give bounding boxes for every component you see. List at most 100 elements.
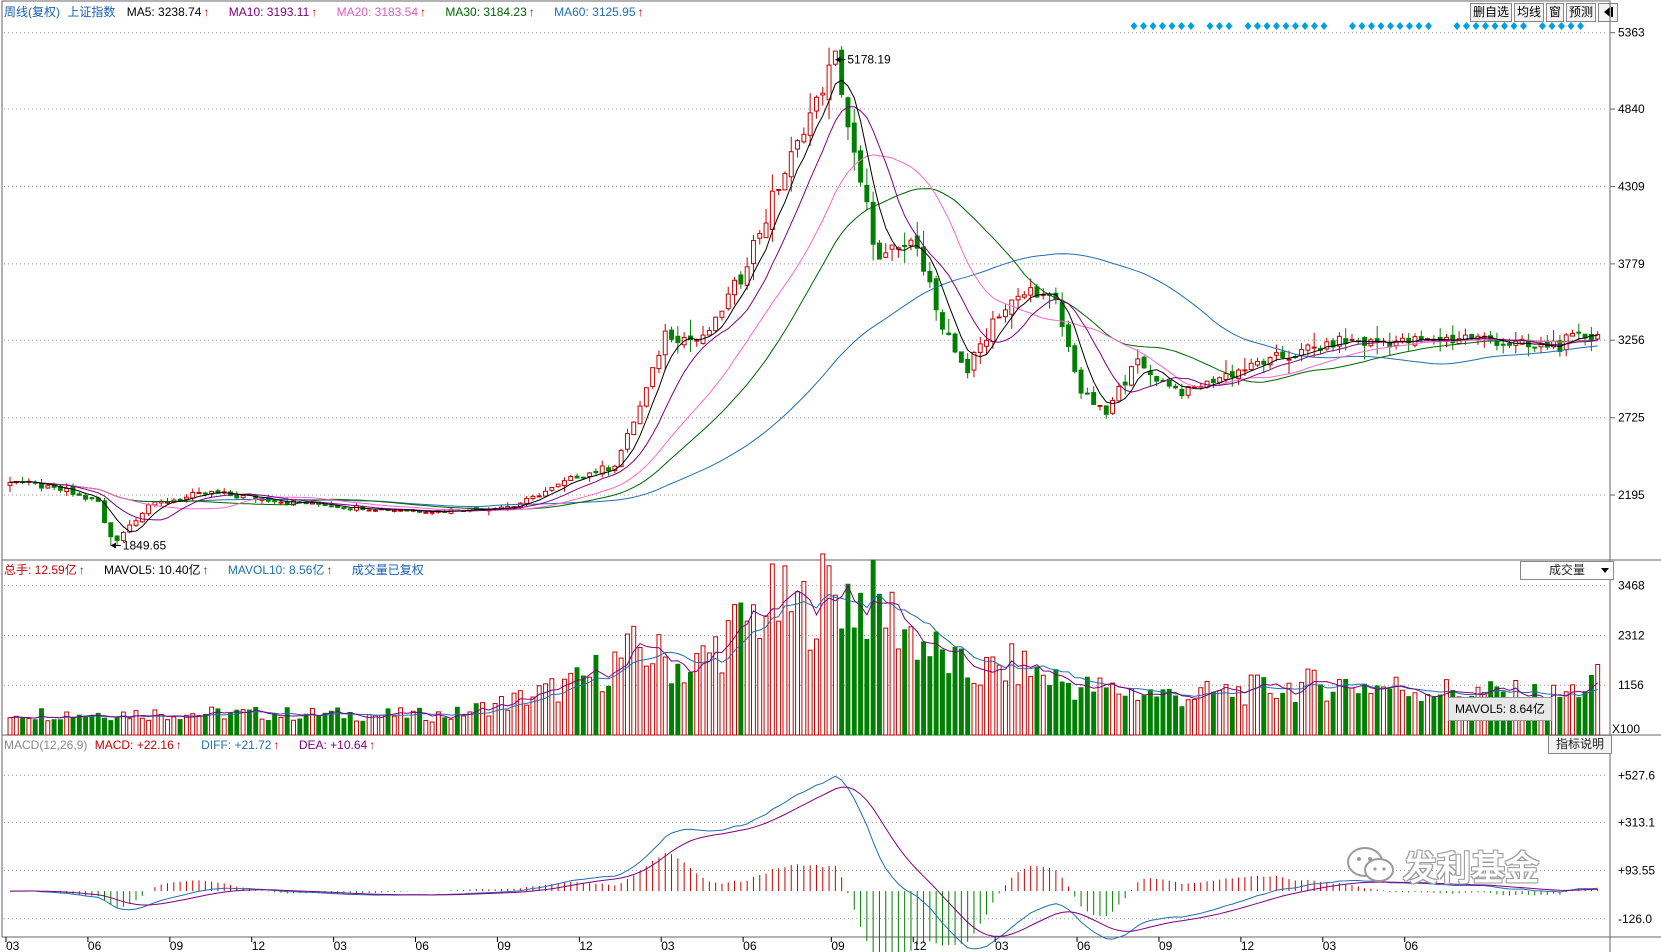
macd-grid	[4, 774, 1608, 920]
time-axis-label: 06	[416, 939, 430, 952]
diamond-marker-icon	[1482, 22, 1489, 30]
volume-bar	[139, 717, 145, 736]
candle-body	[851, 122, 857, 153]
candle-body	[423, 511, 429, 514]
volume-adjust-note: 成交量已复权	[351, 563, 424, 577]
price-pane-header: 周线(复权) 上证指数 MA5: 3238.74 ↑ MA10: 3193.11 ↑…	[4, 4, 660, 20]
diamond-marker-icon	[1558, 22, 1565, 30]
volume-bar	[1034, 666, 1040, 736]
candle-body	[870, 201, 876, 245]
mavol10-readout: MAVOL10: 8.56亿 ↑	[227, 563, 333, 577]
volume-bar	[480, 702, 485, 736]
candle-body	[769, 190, 775, 231]
price-annotations: 5178.19 1849.65	[110, 53, 891, 552]
volume-bar	[719, 672, 725, 736]
candle-body	[776, 188, 782, 191]
diamond-marker-icon	[1396, 22, 1404, 30]
candle-body	[1210, 378, 1216, 384]
time-axis-label: 06	[1405, 939, 1419, 952]
diamond-marker-icon	[1491, 22, 1499, 30]
indicator-select-value: 成交量	[1548, 563, 1585, 577]
volume-bar	[202, 713, 208, 736]
volume-bar	[57, 719, 63, 736]
candle-body	[240, 495, 246, 499]
candle-body	[713, 316, 719, 332]
candle-body	[1462, 334, 1468, 341]
ma-line-button[interactable]: 均线	[1514, 3, 1545, 22]
candle-body	[555, 483, 561, 488]
candle-body	[788, 151, 794, 178]
volume-bar	[650, 663, 656, 736]
time-axis-label: 03	[6, 939, 20, 952]
candle-body	[1028, 287, 1034, 296]
candle-body	[568, 476, 574, 482]
volume-bar	[883, 627, 889, 736]
volume-bar	[574, 667, 580, 736]
volume-bar	[543, 683, 548, 736]
period-label[interactable]: 周线(复权)	[4, 5, 60, 19]
volume-axis: 3468 2312 1156 X100	[1612, 579, 1645, 736]
volume-bar	[1418, 701, 1424, 736]
time-axis-label: 03	[995, 939, 1009, 952]
time-axis-label: 03	[334, 939, 348, 952]
volume-bar	[32, 719, 38, 736]
forecast-button[interactable]: 预测	[1566, 3, 1597, 22]
candle-body	[1563, 334, 1569, 351]
candle-body	[669, 329, 674, 340]
volume-bar	[291, 719, 296, 736]
volume-tooltip: MAVOL5: 8.64亿	[1448, 697, 1552, 721]
candle-body	[1532, 346, 1538, 349]
candle-body	[631, 421, 637, 436]
back-arrow-icon[interactable]	[1598, 3, 1619, 22]
volume-bar	[1576, 697, 1582, 736]
volume-bar	[398, 707, 404, 736]
volume-bar	[624, 633, 630, 736]
ma20-line	[9, 154, 1598, 511]
candle-body	[996, 316, 1002, 319]
candle-body	[1330, 340, 1336, 348]
volume-bar	[1009, 643, 1015, 736]
candle-body	[637, 405, 643, 425]
candle-body	[284, 501, 290, 505]
volume-bar	[1110, 682, 1116, 736]
candlestick-series	[7, 46, 1601, 546]
indicator-explain-button[interactable]: 指标说明	[1548, 735, 1612, 754]
candle-body	[1141, 356, 1147, 369]
volume-bar	[687, 672, 693, 736]
volume-bar	[435, 711, 441, 736]
candle-body	[341, 507, 347, 510]
volume-bar	[788, 611, 794, 736]
price-axis-label: 3779	[1618, 257, 1645, 271]
volume-bar	[1217, 690, 1223, 736]
candle-body	[580, 476, 586, 479]
candle-body	[977, 343, 983, 353]
volume-bar	[372, 714, 378, 736]
volume-bar	[1349, 687, 1355, 736]
watermark: 发利基金	[1345, 843, 1539, 889]
volume-bar	[1047, 684, 1053, 736]
indicator-select[interactable]: 成交量	[1520, 561, 1614, 580]
window-button[interactable]: 窗	[1546, 3, 1565, 22]
candle-body	[1097, 404, 1103, 407]
volume-bar	[996, 664, 1002, 736]
candle-body	[1595, 334, 1601, 340]
volume-bar	[1393, 676, 1399, 736]
macd-params[interactable]: MACD(12,26,9)	[4, 738, 88, 752]
diamond-marker-icon	[1463, 22, 1470, 30]
candle-body	[656, 354, 662, 370]
candle-body	[1286, 358, 1292, 361]
volume-bar	[984, 656, 990, 736]
volume-bar	[423, 720, 429, 736]
volume-bar	[498, 696, 504, 736]
candle-body	[45, 485, 51, 489]
candle-body	[757, 233, 763, 239]
candle-body	[1059, 301, 1065, 328]
volume-bar	[524, 704, 530, 736]
volume-bar	[505, 709, 511, 736]
volume-bar	[1362, 683, 1368, 736]
delete-watchlist-button[interactable]: 删自选	[1470, 3, 1513, 22]
candle-body	[832, 50, 838, 65]
volume-bar	[927, 656, 933, 736]
candle-body	[1406, 337, 1412, 344]
